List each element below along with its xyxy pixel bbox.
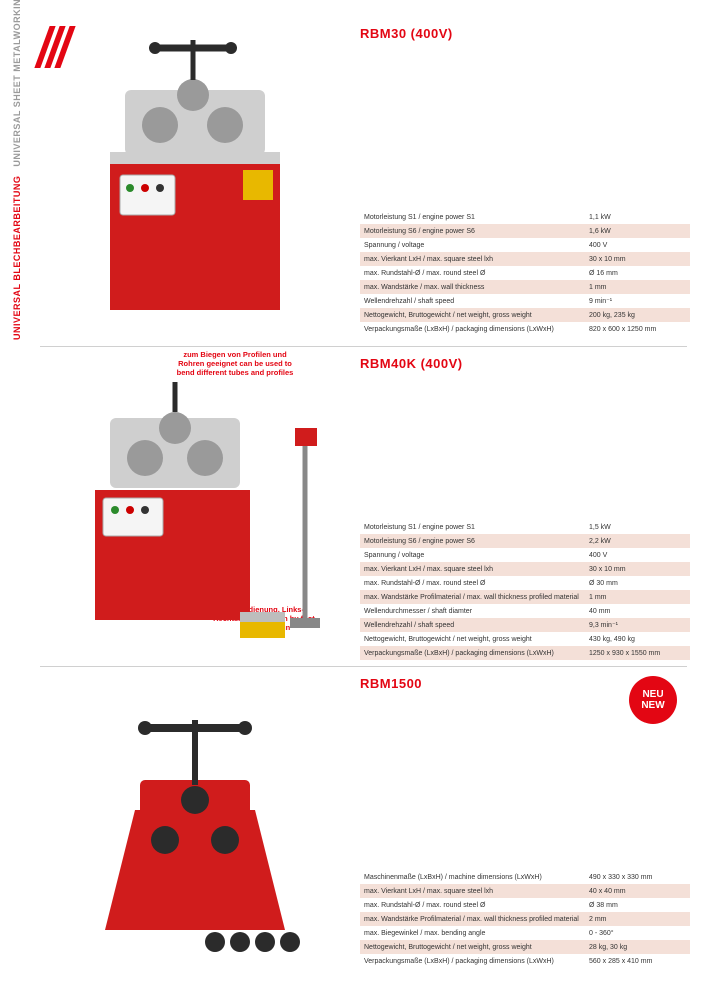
spec-table: Maschinenmaße (LxBxH) / machine dimensio… [360,870,690,968]
spec-row: max. Vierkant LxH / max. square steel lx… [360,252,690,266]
spec-row: max. Vierkant LxH / max. square steel lx… [360,562,690,576]
spec-row: Spannung / voltage400 V [360,548,690,562]
spec-value: 400 V [585,548,690,562]
spec-table: Motorleistung S1 / engine power S11,5 kW… [360,520,690,660]
badge-line1: NEU [642,689,663,700]
product-block-rbm1500: RBM1500 NEU NEW Maschinenmaße (LxBxH) / … [0,670,707,980]
spec-value: 28 kg, 30 kg [585,940,690,954]
spec-label: Nettogewicht, Bruttogewicht / net weight… [360,308,585,322]
badge-line2: NEW [641,700,664,711]
spec-value: Ø 16 mm [585,266,690,280]
spec-value: 1,1 kW [585,210,690,224]
spec-value: 560 x 285 x 410 mm [585,954,690,968]
spec-value: 30 x 10 mm [585,562,690,576]
spec-value: 200 kg, 235 kg [585,308,690,322]
spec-label: max. Rundstahl-Ø / max. round steel Ø [360,576,585,590]
spec-value: 490 x 330 x 330 mm [585,870,690,884]
new-badge: NEU NEW [629,676,677,724]
spec-label: max. Wandstärke / max. wall thickness [360,280,585,294]
spec-value: Ø 38 mm [585,898,690,912]
spec-row: Verpackungsmaße (LxBxH) / packaging dime… [360,954,690,968]
product-image [55,680,335,970]
spec-label: Verpackungsmaße (LxBxH) / packaging dime… [360,646,585,660]
spec-value: 2 mm [585,912,690,926]
divider [40,346,687,347]
spec-label: Nettogewicht, Bruttogewicht / net weight… [360,632,585,646]
spec-label: Motorleistung S6 / engine power S6 [360,224,585,238]
spec-row: Motorleistung S1 / engine power S11,1 kW [360,210,690,224]
spec-label: Spannung / voltage [360,548,585,562]
spec-row: max. Rundstahl-Ø / max. round steel ØØ 3… [360,576,690,590]
spec-row: Nettogewicht, Bruttogewicht / net weight… [360,632,690,646]
product-title: RBM40K (400V) [360,356,463,371]
spec-label: Motorleistung S1 / engine power S1 [360,210,585,224]
spec-value: 1,6 kW [585,224,690,238]
spec-label: Maschinenmaße (LxBxH) / machine dimensio… [360,870,585,884]
spec-tbody-1: Motorleistung S1 / engine power S11,5 kW… [360,520,690,660]
spec-row: max. Wandstärke / max. wall thickness1 m… [360,280,690,294]
spec-tbody-0: Motorleistung S1 / engine power S11,1 kW… [360,210,690,336]
product-title: RBM1500 [360,676,422,691]
spec-row: max. Wandstärke Profilmaterial / max. wa… [360,590,690,604]
spec-table: Motorleistung S1 / engine power S11,1 kW… [360,210,690,336]
spec-value: 0 - 360° [585,926,690,940]
spec-value: 1,5 kW [585,520,690,534]
spec-row: max. Wandstärke Profilmaterial / max. wa… [360,912,690,926]
product-image [55,360,335,650]
spec-label: Wellendrehzahl / shaft speed [360,294,585,308]
spec-label: Wellendurchmesser / shaft diamter [360,604,585,618]
spec-row: Motorleistung S6 / engine power S62,2 kW [360,534,690,548]
spec-value: 2,2 kW [585,534,690,548]
spec-row: Wellendrehzahl / shaft speed9 min⁻¹ [360,294,690,308]
spec-value: 400 V [585,238,690,252]
spec-row: Wellendurchmesser / shaft diamter40 mm [360,604,690,618]
product-title: RBM30 (400V) [360,26,453,41]
spec-label: max. Rundstahl-Ø / max. round steel Ø [360,266,585,280]
spec-value: 9 min⁻¹ [585,294,690,308]
spec-row: Wellendrehzahl / shaft speed9,3 min⁻¹ [360,618,690,632]
spec-label: max. Rundstahl-Ø / max. round steel Ø [360,898,585,912]
spec-value: 430 kg, 490 kg [585,632,690,646]
spec-label: max. Wandstärke Profilmaterial / max. wa… [360,590,585,604]
spec-label: Motorleistung S1 / engine power S1 [360,520,585,534]
divider [40,666,687,667]
spec-value: 1 mm [585,280,690,294]
spec-row: Nettogewicht, Bruttogewicht / net weight… [360,308,690,322]
spec-label: Nettogewicht, Bruttogewicht / net weight… [360,940,585,954]
spec-value: 820 x 600 x 1250 mm [585,322,690,336]
spec-row: max. Rundstahl-Ø / max. round steel ØØ 3… [360,898,690,912]
spec-row: Maschinenmaße (LxBxH) / machine dimensio… [360,870,690,884]
spec-label: max. Wandstärke Profilmaterial / max. wa… [360,912,585,926]
product-block-rbm40k: RBM40K (400V) zum Biegen von Profilen un… [0,350,707,660]
spec-label: Verpackungsmaße (LxBxH) / packaging dime… [360,954,585,968]
spec-row: max. Vierkant LxH / max. square steel lx… [360,884,690,898]
spec-value: 1250 x 930 x 1550 mm [585,646,690,660]
spec-label: max. Vierkant LxH / max. square steel lx… [360,562,585,576]
spec-row: Verpackungsmaße (LxBxH) / packaging dime… [360,646,690,660]
spec-row: Nettogewicht, Bruttogewicht / net weight… [360,940,690,954]
spec-value: Ø 30 mm [585,576,690,590]
product-image [55,30,335,320]
spec-value: 1 mm [585,590,690,604]
spec-row: max. Biegewinkel / max. bending angle0 -… [360,926,690,940]
spec-label: max. Biegewinkel / max. bending angle [360,926,585,940]
spec-row: Verpackungsmaße (LxBxH) / packaging dime… [360,322,690,336]
spec-value: 40 mm [585,604,690,618]
spec-label: Motorleistung S6 / engine power S6 [360,534,585,548]
spec-row: Motorleistung S1 / engine power S11,5 kW [360,520,690,534]
spec-label: max. Vierkant LxH / max. square steel lx… [360,884,585,898]
spec-tbody-2: Maschinenmaße (LxBxH) / machine dimensio… [360,870,690,968]
spec-row: Motorleistung S6 / engine power S61,6 kW [360,224,690,238]
product-block-rbm30: RBM30 (400V) Motorleistung S1 / engine p… [0,20,707,340]
spec-row: Spannung / voltage400 V [360,238,690,252]
spec-label: Verpackungsmaße (LxBxH) / packaging dime… [360,322,585,336]
spec-label: Wellendrehzahl / shaft speed [360,618,585,632]
spec-label: max. Vierkant LxH / max. square steel lx… [360,252,585,266]
spec-value: 9,3 min⁻¹ [585,618,690,632]
spec-label: Spannung / voltage [360,238,585,252]
spec-row: max. Rundstahl-Ø / max. round steel ØØ 1… [360,266,690,280]
spec-value: 40 x 40 mm [585,884,690,898]
spec-value: 30 x 10 mm [585,252,690,266]
